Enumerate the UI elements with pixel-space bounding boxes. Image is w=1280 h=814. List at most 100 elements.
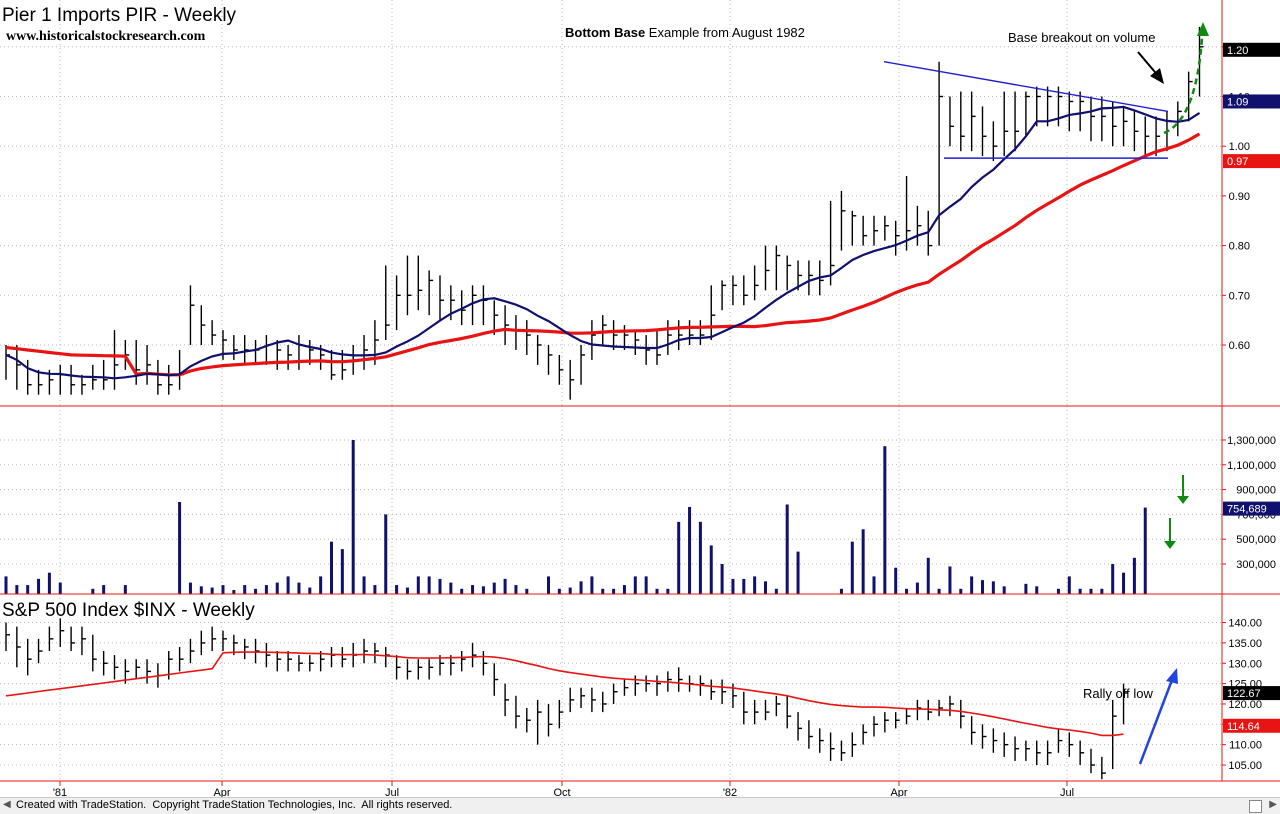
volume-bar (644, 576, 648, 594)
price-bar (428, 270, 434, 316)
price-tick-label: 0.60 (1229, 340, 1250, 352)
volume-bar (1089, 588, 1093, 594)
price-bar (602, 315, 607, 345)
volume-bar (612, 588, 616, 594)
price-bar (775, 245, 781, 291)
price-last-label-box (1223, 94, 1280, 109)
chart-title: Pier 1 Imports PIR - Weekly (2, 5, 237, 26)
spx-bar (16, 626, 21, 668)
x-tick-label: Oct (553, 787, 570, 797)
spx-bar (558, 699, 564, 729)
volume-bar (655, 588, 659, 594)
volume-bar (720, 564, 724, 594)
volume-bar (839, 588, 843, 594)
spx-bar (1025, 740, 1030, 761)
volume-bar (731, 578, 735, 594)
moving-averages (5, 105, 1201, 380)
ma-short-line (5, 105, 1201, 380)
price-bar (949, 96, 954, 147)
price-last-label: 0.97 (1223, 154, 1280, 169)
spx-bar (645, 675, 651, 692)
price-bar (102, 359, 108, 390)
volume-bar (872, 576, 876, 594)
spx-bar (829, 732, 835, 761)
price-bar (157, 359, 162, 395)
volume-bar (850, 541, 854, 594)
rally-arrow-shaft (1138, 679, 1174, 765)
spx-bar (1057, 728, 1063, 753)
price-bar (1025, 91, 1030, 137)
volume-bar (785, 504, 789, 594)
price-bar (211, 320, 217, 345)
spx-bar (1068, 732, 1074, 757)
volume-bar (688, 506, 692, 594)
spx-bar (59, 618, 65, 647)
spx-bar (265, 642, 271, 668)
price-bar (1014, 91, 1020, 152)
annotations (883, 22, 1209, 765)
spx-bar (319, 651, 325, 672)
volume-bars (4, 440, 1147, 594)
spx-bar (254, 638, 260, 664)
price-tick-label: 0.90 (1229, 191, 1250, 203)
spx-bar (1090, 748, 1095, 774)
volume-bar (405, 587, 409, 594)
price-bar (905, 176, 911, 251)
spx-bar (1111, 699, 1117, 770)
resize-box-icon[interactable] (1249, 800, 1262, 813)
volume-bar (1024, 583, 1028, 594)
breakout-arrow-head (1150, 68, 1164, 84)
price-bar (493, 300, 499, 336)
subtitle-bold: Bottom Base (565, 25, 645, 40)
projection-arrow-curve (1163, 37, 1204, 135)
volume-bar (926, 557, 930, 594)
spx-last-label-text: 122.67 (1227, 688, 1261, 700)
volume-bar (796, 551, 800, 594)
projection-arrow-head (1197, 22, 1209, 36)
price-bar (862, 215, 868, 246)
price-bar (1090, 96, 1095, 142)
price-bar (634, 330, 640, 355)
price-bar (363, 335, 369, 370)
volume-bar (286, 576, 290, 594)
volume-bar (91, 588, 95, 594)
spx-bar (569, 687, 575, 713)
volume-bar (677, 521, 681, 594)
volume-bar (351, 440, 355, 594)
spx-bar (862, 724, 868, 745)
spx-last-label: 114.64 (1223, 718, 1280, 733)
price-bar (895, 220, 900, 256)
price-bar (1122, 106, 1128, 147)
status-bar: ◀ Created with TradeStation. Copyright T… (0, 797, 1280, 814)
price-bar (37, 369, 43, 395)
spx-tick-label: 120.00 (1228, 699, 1262, 711)
spx-bar (623, 679, 629, 696)
spx-bar (406, 659, 412, 680)
volume-bar (948, 566, 952, 594)
spx-last-label: 122.67 (1223, 686, 1280, 701)
price-bar (645, 335, 651, 365)
rally-annotation: Rally off low (1083, 686, 1153, 701)
scroll-right-icon[interactable]: ▶ (1269, 799, 1277, 810)
price-last-label-box (1223, 42, 1280, 57)
spx-bar (916, 699, 922, 721)
volume-bar (232, 590, 236, 594)
price-bar (536, 335, 542, 365)
spx-bar (1036, 740, 1041, 765)
volume-bar (362, 576, 366, 594)
volume-bar (1035, 586, 1039, 594)
volume-bar (384, 514, 388, 594)
spx-bar (146, 659, 152, 684)
price-bar (699, 320, 705, 345)
volume-bar (970, 576, 974, 594)
scroll-left-icon[interactable]: ◀ (3, 799, 11, 810)
volume-bar (579, 581, 583, 594)
volume-bar (221, 585, 225, 594)
price-bar (840, 190, 846, 251)
volume-bar (275, 582, 279, 594)
spx-bar (113, 655, 119, 680)
spx-bar (895, 712, 900, 729)
price-bar (1101, 96, 1106, 142)
volume-bar (4, 576, 8, 594)
spx-bar (775, 695, 781, 717)
